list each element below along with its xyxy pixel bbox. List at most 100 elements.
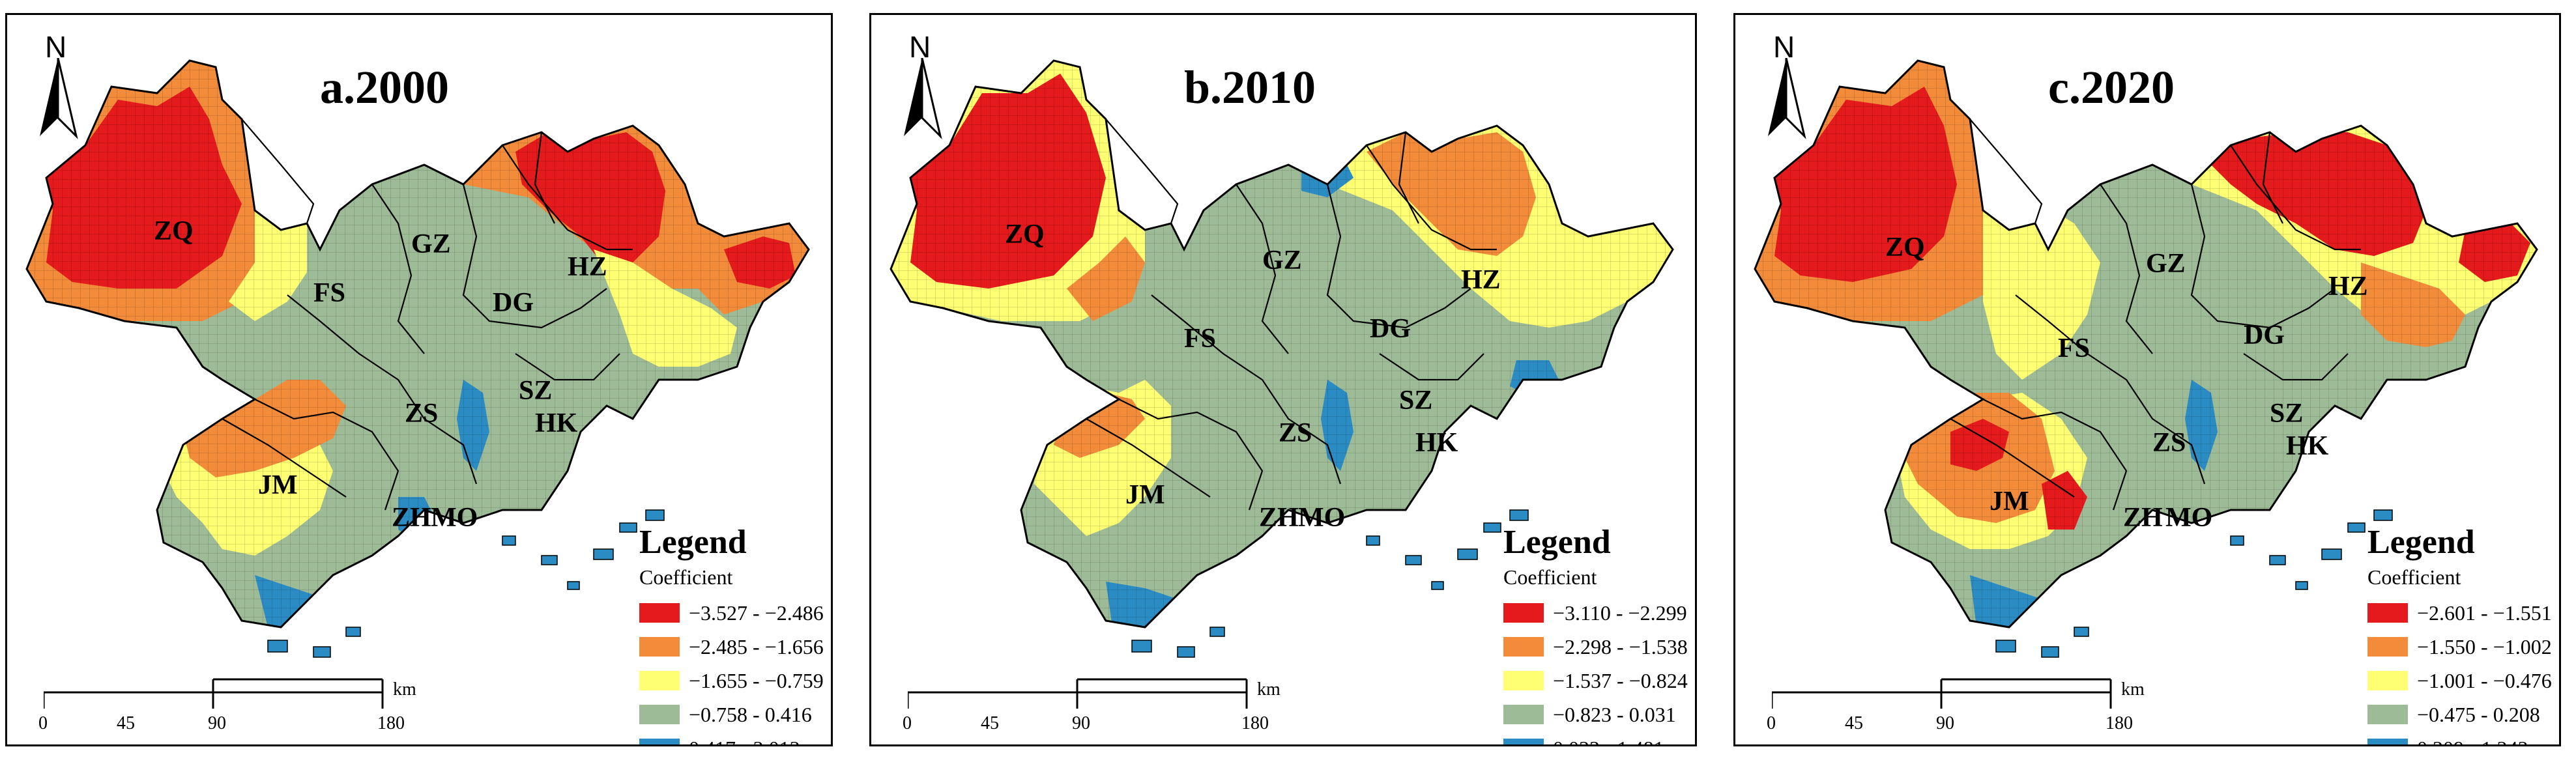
legend-swatch bbox=[1503, 637, 1544, 657]
island-cell bbox=[593, 548, 614, 560]
north-arrow-icon: N bbox=[1760, 29, 1812, 140]
island-cell bbox=[1483, 522, 1501, 533]
legend-item: −2.298 - −1.538 bbox=[1503, 630, 1688, 664]
city-label-dg: DG bbox=[493, 288, 534, 318]
city-boundary bbox=[1236, 184, 1289, 354]
city-label-zh: ZH bbox=[1259, 503, 1299, 533]
island-cell bbox=[502, 535, 516, 546]
scale-tick-label: 0 bbox=[38, 713, 48, 733]
island-cell bbox=[1457, 548, 1478, 560]
scale-tick-label: 180 bbox=[2106, 713, 2133, 733]
city-label-zq: ZQ bbox=[1885, 233, 1925, 262]
city-label-dg: DG bbox=[2244, 320, 2285, 350]
island-cell bbox=[2230, 535, 2244, 546]
legend-swatch bbox=[1503, 705, 1544, 724]
city-label-fs: FS bbox=[1184, 324, 1216, 354]
scale-tick-label: 45 bbox=[117, 713, 135, 733]
city-label-zs: ZS bbox=[405, 399, 438, 429]
city-boundary bbox=[2015, 294, 2206, 485]
island-cell bbox=[541, 555, 558, 565]
city-label-jm: JM bbox=[258, 470, 298, 500]
legend-item: −1.001 - −0.476 bbox=[2367, 664, 2552, 698]
island-cell bbox=[1405, 555, 1422, 565]
map-panel-2000: ZQ GZ HZ FS DG ZS SZ HK JM ZH MO a.2000 N Legend C… bbox=[5, 13, 833, 746]
island-cell bbox=[267, 640, 288, 653]
scale-tick-label: 90 bbox=[208, 713, 226, 733]
city-label-mo: MO bbox=[431, 503, 478, 533]
island-cell bbox=[1131, 640, 1152, 653]
scale-tick-label: 45 bbox=[1845, 713, 1863, 733]
legend-subtitle: Coefficient bbox=[2367, 565, 2461, 589]
region-boundary bbox=[25, 59, 810, 629]
legend-label: −0.758 - 0.416 bbox=[689, 702, 812, 726]
map-panel-2010: ZQ GZ HZ FS DG ZS SZ HK JM ZH MO b.2010 N Legend C… bbox=[869, 13, 1697, 746]
scale-bar-line bbox=[1772, 678, 2112, 709]
city-boundary bbox=[2262, 132, 2283, 224]
legend-item: −0.758 - 0.416 bbox=[639, 698, 824, 731]
city-boundary bbox=[1398, 132, 1419, 224]
legend-subtitle: Coefficient bbox=[639, 565, 733, 589]
island-cell bbox=[345, 627, 361, 637]
legend-item: −2.485 - −1.656 bbox=[639, 630, 824, 664]
legend-item: −3.110 - −2.299 bbox=[1503, 596, 1688, 630]
region-boundary bbox=[1754, 59, 2538, 629]
scale-unit: km bbox=[393, 679, 416, 700]
city-boundary bbox=[1379, 353, 1484, 381]
legend-item: −0.823 - 0.031 bbox=[1503, 698, 1688, 731]
island-cell bbox=[1995, 640, 2016, 653]
legend-swatch bbox=[639, 637, 680, 657]
city-boundary bbox=[515, 353, 620, 381]
island-cell bbox=[1177, 646, 1195, 658]
city-label-dg: DG bbox=[1370, 314, 1411, 344]
city-label-sz: SZ bbox=[519, 376, 552, 406]
legend-label: −3.110 - −2.299 bbox=[1553, 601, 1687, 625]
north-arrow-icon: N bbox=[32, 29, 84, 140]
scale-tick-label: 45 bbox=[981, 713, 999, 733]
city-label-mo: MO bbox=[1298, 503, 1345, 533]
coefficient-zone-class5 bbox=[561, 510, 607, 549]
legend-item: −1.655 - −0.759 bbox=[639, 664, 824, 698]
legend-label: −1.550 - −1.002 bbox=[2417, 634, 2552, 658]
map-panel-2020: ZQ GZ HZ FS DG ZS SZ HK JM ZH MO c.2020 N Legend C… bbox=[1733, 13, 2561, 746]
legend-subtitle: Coefficient bbox=[1503, 565, 1597, 589]
city-label-gz: GZ bbox=[411, 229, 451, 259]
coefficient-zone-class5 bbox=[2289, 510, 2335, 549]
north-label: N bbox=[1773, 30, 1795, 64]
city-label-hk: HK bbox=[535, 408, 578, 438]
legend-label: −3.527 - −2.486 bbox=[689, 601, 824, 625]
legend-title: Legend bbox=[639, 524, 747, 561]
city-label-fs: FS bbox=[2058, 333, 2090, 363]
city-label-hk: HK bbox=[2286, 431, 2329, 461]
city-label-gz: GZ bbox=[2146, 249, 2186, 279]
scale-bar: 0 45 90 180 km bbox=[903, 673, 1281, 744]
city-boundary bbox=[2190, 184, 2336, 329]
city-label-hk: HK bbox=[1415, 428, 1458, 458]
city-boundary bbox=[254, 399, 399, 511]
coefficient-zone-class5 bbox=[1425, 510, 1471, 549]
island-cell bbox=[1431, 581, 1444, 590]
city-label-fs: FS bbox=[313, 278, 345, 308]
city-label-hz: HZ bbox=[2328, 272, 2368, 302]
legend-swatch bbox=[639, 671, 680, 690]
legend-swatch bbox=[1503, 603, 1544, 623]
city-boundary bbox=[1366, 145, 1497, 251]
legend-item: −1.537 - −0.824 bbox=[1503, 664, 1688, 698]
legend-item: −0.475 - 0.208 bbox=[2367, 698, 2552, 731]
island-cell bbox=[2347, 522, 2366, 533]
island-cell bbox=[567, 581, 580, 590]
legend-swatch bbox=[1503, 739, 1544, 744]
city-boundary bbox=[2100, 184, 2153, 354]
legend-label: −0.823 - 0.031 bbox=[1553, 702, 1676, 726]
legend: Legend Coefficient −3.110 - −2.299 −2.298… bbox=[1503, 523, 1688, 744]
island-cell bbox=[2373, 509, 2393, 521]
city-label-zh: ZH bbox=[2123, 503, 2163, 533]
scale-bar: 0 45 90 180 km bbox=[1767, 673, 2145, 744]
city-label-hz: HZ bbox=[568, 252, 607, 282]
legend-label: −1.537 - −0.824 bbox=[1553, 668, 1688, 692]
legend-swatch bbox=[2367, 739, 2408, 744]
panel-title: c.2020 bbox=[2048, 61, 2175, 113]
legend-item: −2.601 - −1.551 bbox=[2367, 596, 2552, 630]
city-label-sz: SZ bbox=[2270, 399, 2303, 429]
legend-title: Legend bbox=[1503, 524, 1611, 561]
